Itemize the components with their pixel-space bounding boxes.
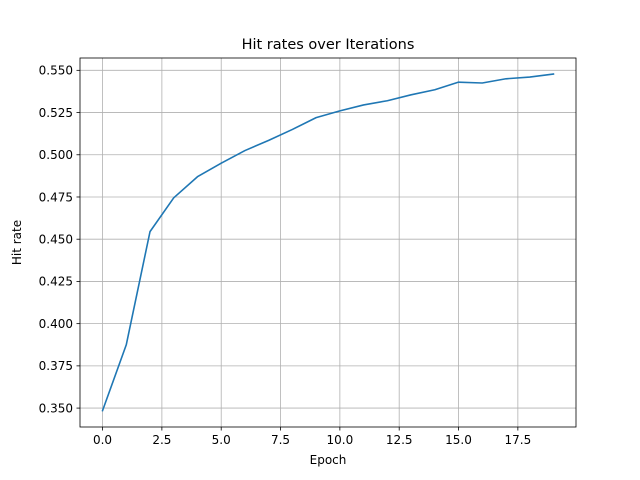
y-tick-label: 0.500	[39, 148, 73, 162]
x-tick-label: 2.5	[152, 433, 171, 447]
y-tick-label: 0.400	[39, 317, 73, 331]
y-tick-label: 0.350	[39, 401, 73, 415]
y-tick-label: 0.550	[39, 64, 73, 78]
x-tick-label: 12.5	[386, 433, 413, 447]
x-axis-title: Epoch	[310, 453, 347, 467]
y-tick-label: 0.475	[39, 190, 73, 204]
series-layer	[101, 73, 555, 412]
series-line	[101, 73, 555, 412]
y-tick-label: 0.525	[39, 106, 73, 120]
x-tick-label: 15.0	[445, 433, 472, 447]
x-tick-label: 17.5	[504, 433, 531, 447]
x-tick-label: 5.0	[212, 433, 231, 447]
x-tick-label: 10.0	[327, 433, 354, 447]
grid	[80, 58, 576, 427]
y-tick-label: 0.375	[39, 359, 73, 373]
ticks: 0.0 2.5 5.0 7.5 10.0 12.5 15.0 17.5 0.350 0.375 0.…	[39, 64, 532, 447]
x-tick-label: 0.0	[93, 433, 112, 447]
x-tick-label: 7.5	[271, 433, 290, 447]
y-tick-label: 0.425	[39, 275, 73, 289]
chart-title: Hit rates over Iterations	[242, 37, 415, 53]
y-axis-title: Hit rate	[10, 220, 24, 265]
plot-frame	[79, 57, 577, 428]
y-tick-label: 0.450	[39, 233, 73, 247]
